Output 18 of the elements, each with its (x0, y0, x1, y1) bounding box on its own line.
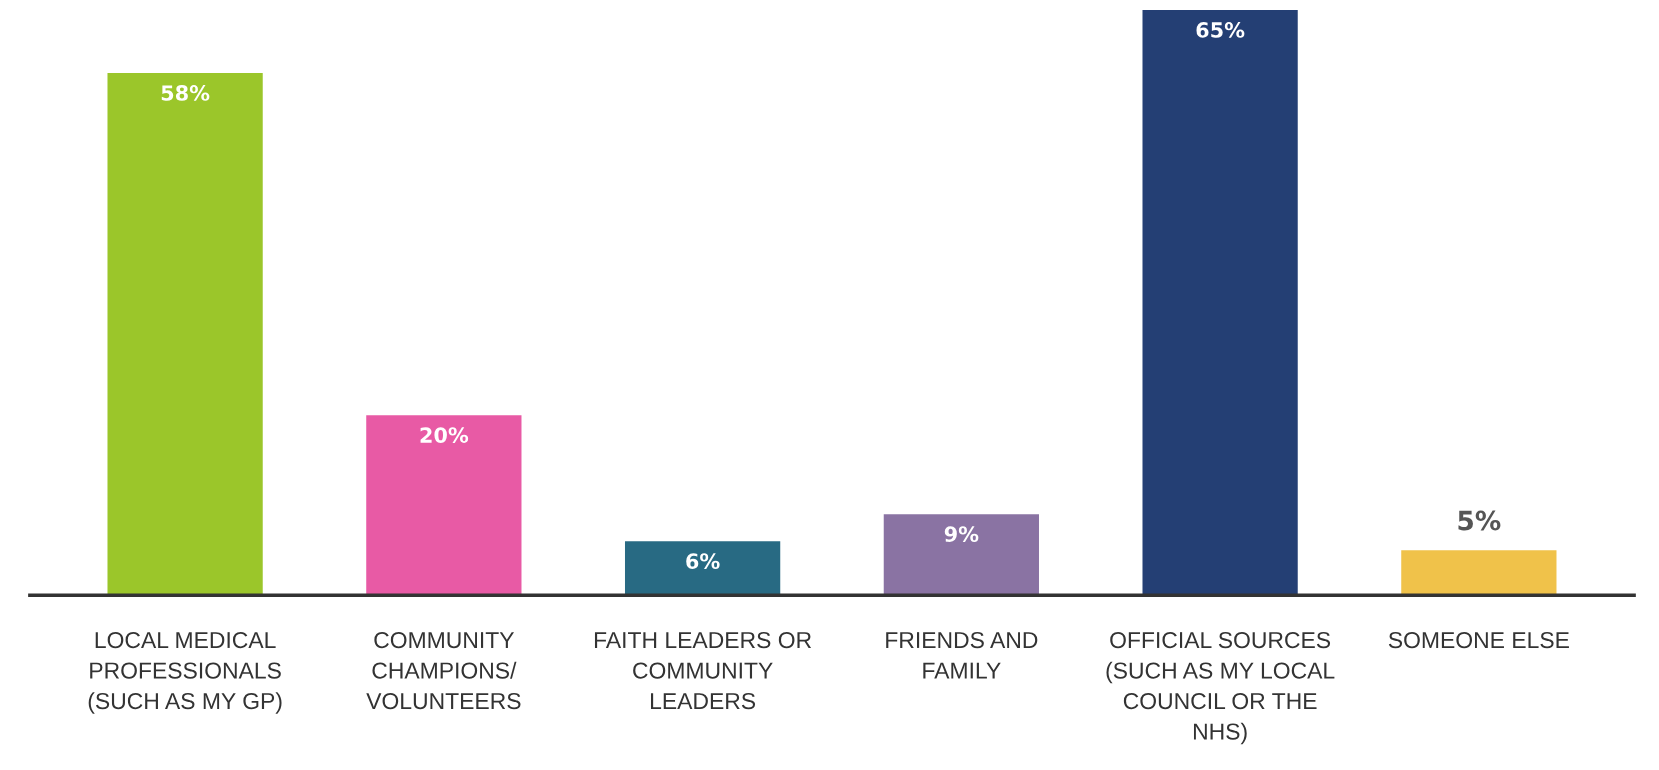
x-tick-label: COMMUNITY CHAMPIONS/ VOLUNTEERS (366, 631, 521, 710)
data-label: 58% (161, 85, 210, 101)
data-label: 5% (1458, 510, 1501, 531)
data-label: 9% (944, 526, 979, 543)
data-label: 20% (420, 427, 469, 443)
data-label: 65% (1196, 22, 1245, 38)
x-tick-label: FAITH LEADERS OR COMMUNITY LEADERS (594, 631, 812, 710)
x-tick-label: OFFICIAL SOURCES (SUCH AS MY LOCAL COUNCIL OR THE NHS) (1106, 631, 1335, 745)
bar (366, 415, 522, 596)
bar (1401, 550, 1557, 596)
x-tick-label: LOCAL MEDICAL PROFESSIONALS (SUCH AS MY GP) (88, 631, 282, 714)
x-tick-label: SOMEONE ELSE (1388, 631, 1569, 649)
bar (107, 73, 263, 596)
bar (1142, 10, 1298, 596)
data-label: 6% (686, 553, 720, 570)
bar (883, 514, 1039, 596)
bar (624, 541, 781, 596)
x-tick-label: FRIENDS AND FAMILY (886, 631, 1038, 679)
